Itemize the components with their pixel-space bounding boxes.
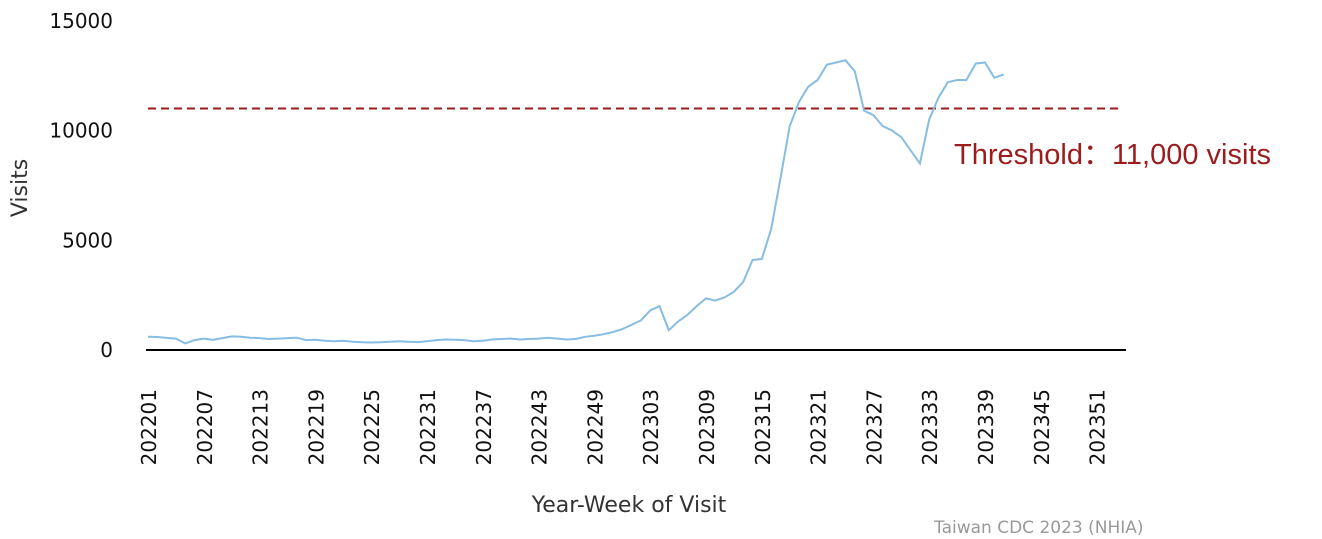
y-axis-ticks: 0 5000 10000 15000 bbox=[49, 9, 113, 362]
x-tick-label: 202327 bbox=[862, 389, 886, 465]
y-tick-label: 0 bbox=[100, 338, 113, 362]
threshold-label: Threshold：11,000 visits bbox=[954, 139, 1271, 171]
x-tick-label: 202249 bbox=[583, 389, 607, 465]
x-tick-label: 202201 bbox=[137, 389, 161, 465]
y-tick-label: 10000 bbox=[49, 119, 113, 143]
x-tick-label: 202333 bbox=[918, 389, 942, 465]
x-tick-label: 202225 bbox=[360, 389, 384, 465]
x-tick-label: 202303 bbox=[639, 389, 663, 465]
x-tick-label: 202219 bbox=[304, 389, 328, 465]
y-tick-label: 5000 bbox=[62, 228, 113, 252]
y-tick-label: 15000 bbox=[49, 9, 113, 33]
x-axis-title: Year-Week of Visit bbox=[531, 493, 727, 518]
x-tick-label: 202339 bbox=[974, 389, 998, 465]
x-tick-label: 202207 bbox=[193, 389, 217, 465]
x-axis-ticks: 202201 202207 202213 202219 202225 202231 2022… bbox=[137, 389, 1110, 465]
x-tick-label: 202237 bbox=[472, 389, 496, 465]
y-axis-title: Visits bbox=[8, 159, 33, 217]
source-annotation: Taiwan CDC 2023 (NHIA) bbox=[933, 518, 1144, 538]
x-tick-label: 202315 bbox=[751, 389, 775, 465]
series-line bbox=[147, 59, 1004, 345]
x-tick-label: 202231 bbox=[416, 389, 440, 465]
x-tick-label: 202345 bbox=[1030, 389, 1054, 465]
x-tick-label: 202243 bbox=[528, 389, 552, 465]
x-tick-label: 202213 bbox=[249, 389, 273, 465]
x-tick-label: 202351 bbox=[1086, 389, 1110, 465]
x-tick-label: 202309 bbox=[695, 389, 719, 465]
x-tick-label: 202321 bbox=[807, 389, 831, 465]
